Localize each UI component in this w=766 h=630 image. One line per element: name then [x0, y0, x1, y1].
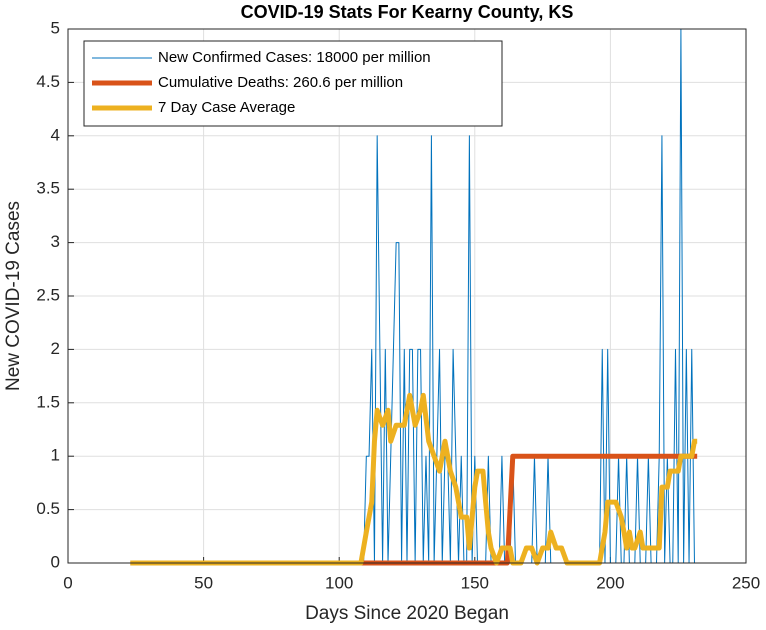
legend-label: Cumulative Deaths: 260.6 per million	[158, 74, 403, 91]
y-tick-label: 0	[51, 552, 60, 571]
y-tick-label: 2.5	[36, 285, 60, 304]
x-tick-label: 0	[63, 573, 72, 592]
x-tick-label: 200	[596, 573, 624, 592]
y-tick-label: 5	[51, 18, 60, 37]
y-axis-label: New COVID-19 Cases	[3, 201, 24, 391]
y-tick-label: 3.5	[36, 179, 60, 198]
y-tick-label: 2	[51, 339, 60, 358]
x-tick-label: 150	[461, 573, 489, 592]
legend: New Confirmed Cases: 18000 per million Cu…	[83, 40, 503, 127]
x-tick-label: 250	[732, 573, 760, 592]
x-tick-label: 100	[325, 573, 353, 592]
y-tick-label: 4	[51, 125, 60, 144]
x-tick-label: 50	[194, 573, 213, 592]
y-tick-label: 1	[51, 446, 60, 465]
legend-label: New Confirmed Cases: 18000 per million	[158, 49, 431, 66]
legend-label: 7 Day Case Average	[158, 99, 295, 116]
x-axis-label: Days Since 2020 Began	[305, 603, 509, 624]
y-tick-label: 1.5	[36, 392, 60, 411]
y-tick-label: 3	[51, 232, 60, 251]
legend-box	[83, 40, 503, 127]
chart-title: COVID-19 Stats For Kearny County, KS	[241, 2, 574, 22]
series-line	[130, 392, 698, 566]
y-tick-label: 0.5	[36, 499, 60, 518]
axes-box	[67, 28, 747, 564]
y-tick-label: 4.5	[36, 72, 60, 91]
